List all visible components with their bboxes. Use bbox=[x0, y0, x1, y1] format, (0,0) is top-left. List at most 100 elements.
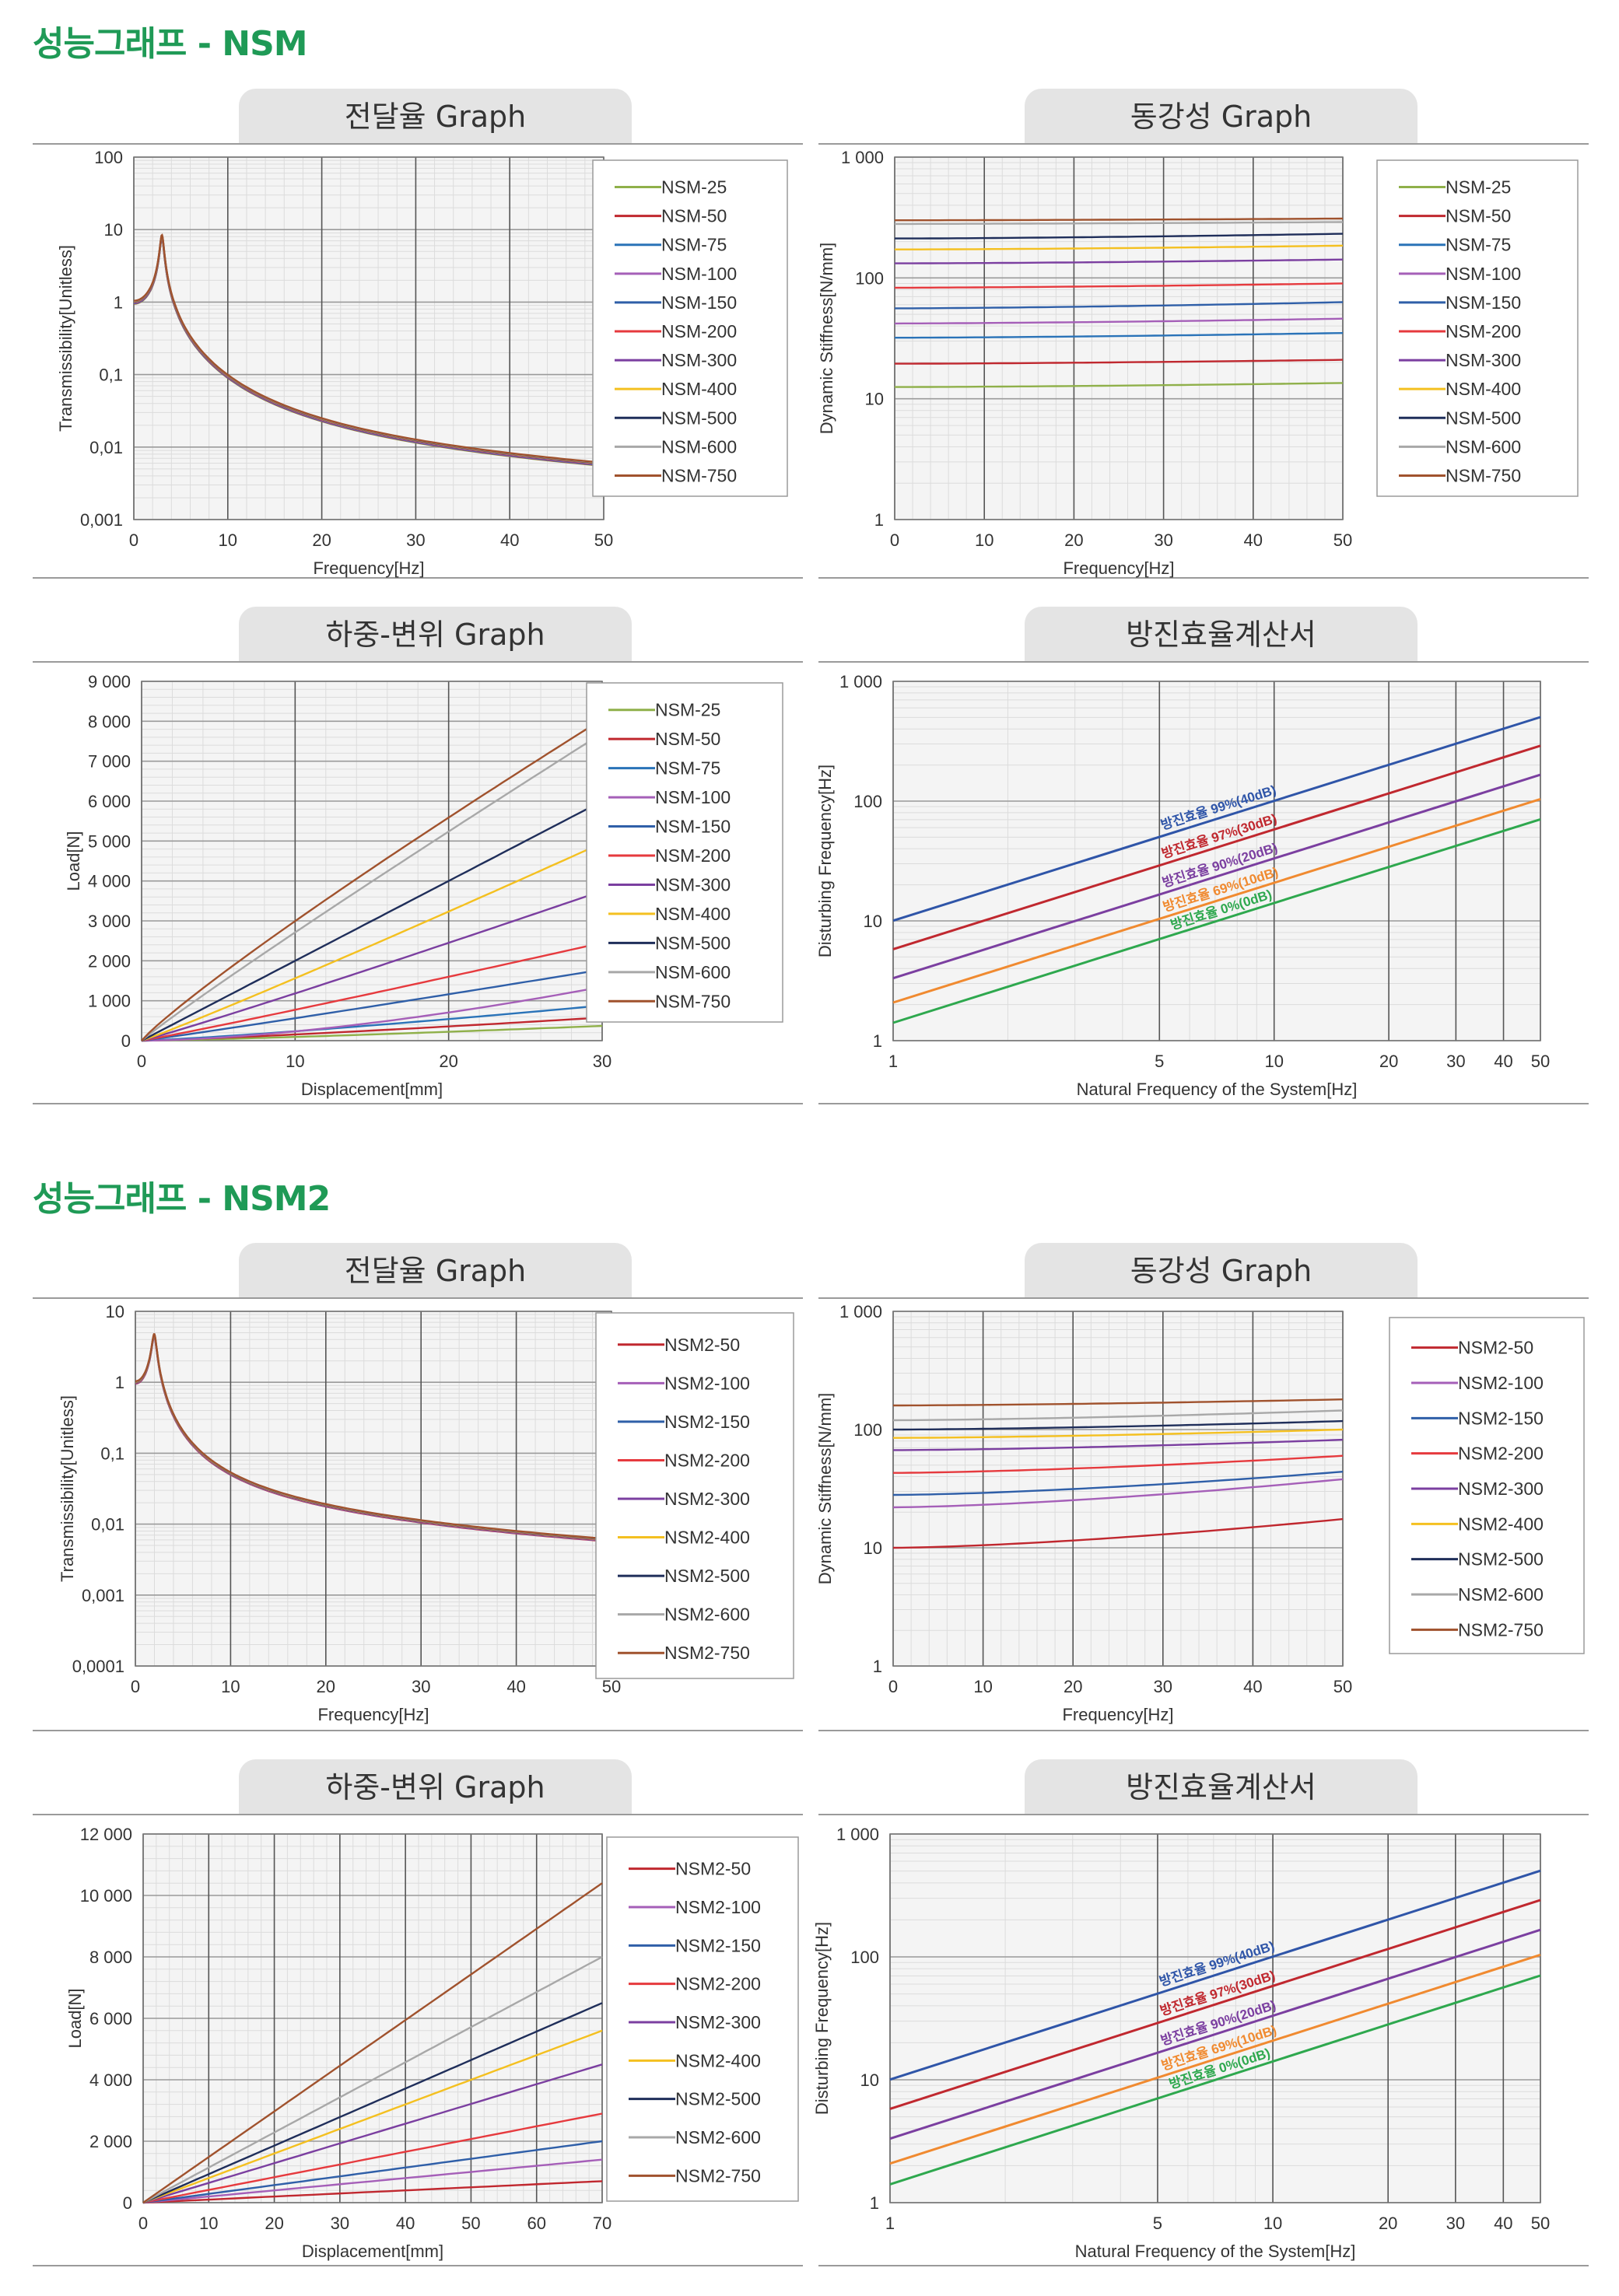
series-line-nsm-750 bbox=[141, 718, 603, 1041]
panel-nsm2-load-displacement: 하중-변위 Graph 0 2 000 4 000 6 000 8 000 10 000 1… bbox=[33, 1759, 803, 2296]
series-group bbox=[892, 1398, 1344, 1549]
y-tick-label: 10 bbox=[864, 1538, 882, 1558]
legend-entry: NSM2-300 bbox=[664, 1489, 750, 1509]
legend-entry: NSM2-50 bbox=[1458, 1338, 1533, 1358]
series-line-nsm-300 bbox=[895, 258, 1344, 264]
chart-nsm2-transmissibility: 0,0001 0,001 0,01 0,1 1 10 0 10 20 30 40 50 Frequenc… bbox=[58, 1302, 794, 1724]
divider-top bbox=[818, 661, 1589, 663]
y-tick-label: 1 000 bbox=[841, 148, 884, 167]
divider-bottom bbox=[818, 2265, 1589, 2266]
legend-entry: NSM-75 bbox=[1446, 235, 1511, 255]
y-tick-label: 0,001 bbox=[82, 1586, 124, 1605]
series-line-nsm-300 bbox=[141, 890, 603, 1042]
x-tick-label: 0 bbox=[890, 530, 899, 550]
legend-entry: NSM-500 bbox=[655, 933, 731, 953]
legend-entry: NSM-750 bbox=[655, 991, 731, 1011]
y-tick-label: 4 000 bbox=[88, 872, 131, 891]
series-line-nsm2-200 bbox=[893, 1454, 1344, 1474]
efficiency-line-eff30 bbox=[889, 1899, 1541, 2110]
series-line-nsm2-50 bbox=[142, 2180, 603, 2204]
series-line-nsm2-150 bbox=[892, 1471, 1344, 1496]
x-tick-label: 0 bbox=[131, 1677, 140, 1696]
divider-top bbox=[33, 1297, 803, 1299]
legend-entry: NSM-150 bbox=[1446, 292, 1521, 313]
y-tick-label: 100 bbox=[853, 792, 882, 811]
series-line-nsm-200 bbox=[141, 942, 603, 1042]
x-tick-label: 1 bbox=[888, 1052, 898, 1071]
divider-bottom bbox=[818, 1730, 1589, 1731]
x-tick-label: 30 bbox=[331, 2214, 349, 2233]
x-tick-label: 10 bbox=[1263, 2214, 1282, 2233]
y-tick-label: 12 000 bbox=[80, 1825, 132, 1844]
x-tick-label: 40 bbox=[1244, 530, 1263, 550]
y-axis-label: Dynamic Stiffness[N/mm] bbox=[815, 1393, 835, 1585]
x-tick-label: 30 bbox=[593, 1052, 612, 1071]
legend-entry: NSM-600 bbox=[661, 436, 737, 457]
divider-bottom bbox=[818, 1103, 1589, 1104]
y-axis-label: Disturbing Frequency[Hz] bbox=[812, 1922, 832, 2115]
chart-nsm-isolation-efficiency: 1 10 100 1 000 1 5 10 20 30 40 50 Natural Frequency… bbox=[815, 672, 1550, 1099]
x-tick-label: 30 bbox=[1446, 2214, 1465, 2233]
legend-entry: NSM-25 bbox=[1446, 177, 1511, 198]
divider-top bbox=[818, 1814, 1589, 1815]
legend-entry: NSM2-750 bbox=[664, 1643, 750, 1663]
legend-entry: NSM2-400 bbox=[664, 1528, 750, 1548]
efficiency-line-eff40 bbox=[892, 716, 1541, 922]
x-tick-label: 0 bbox=[137, 1052, 146, 1071]
legend-entry: NSM-75 bbox=[661, 235, 727, 255]
series-group bbox=[892, 716, 1541, 1024]
panel-tab: 동강성 Graph bbox=[1025, 89, 1418, 143]
divider-bottom bbox=[818, 577, 1589, 579]
y-tick-label: 0,1 bbox=[100, 1444, 124, 1463]
legend-entry: NSM-600 bbox=[655, 962, 731, 982]
chart-nsm-load-displacement: 0 1 000 2 000 3 000 4 000 5 000 6 000 7 000 8 00… bbox=[64, 672, 783, 1099]
series-line-nsm-200 bbox=[895, 282, 1344, 289]
panel-tab: 방진효율계산서 bbox=[1025, 1759, 1418, 1814]
series-line-nsm-100 bbox=[141, 985, 603, 1042]
legend-entry: NSM2-50 bbox=[664, 1335, 740, 1355]
legend-entry: NSM-75 bbox=[655, 758, 720, 779]
divider-bottom bbox=[33, 2265, 803, 2266]
panel-nsm-isolation-efficiency: 방진효율계산서 1 10 100 1 000 1 5 10 20 30 40 50 Natural F… bbox=[815, 607, 1589, 1143]
divider-bottom bbox=[33, 577, 803, 579]
series-line-nsm-50 bbox=[895, 359, 1344, 365]
legend-entry: NSM-200 bbox=[655, 845, 731, 866]
y-axis-label: Load[N] bbox=[65, 1988, 85, 2048]
x-tick-label: 20 bbox=[1064, 530, 1083, 550]
series-group bbox=[141, 718, 603, 1042]
y-tick-label: 10 bbox=[860, 2070, 879, 2090]
series-line-nsm2-400 bbox=[893, 1428, 1344, 1439]
x-tick-label: 50 bbox=[1531, 2214, 1550, 2233]
divider-top bbox=[33, 661, 803, 663]
panel-tab: 하중-변위 Graph bbox=[239, 607, 632, 661]
panel-tab: 동강성 Graph bbox=[1025, 1243, 1418, 1297]
y-tick-label: 1 bbox=[870, 2193, 879, 2213]
legend-entry: NSM2-400 bbox=[675, 2050, 761, 2070]
y-tick-label: 0 bbox=[123, 2193, 132, 2213]
x-axis-label: Displacement[mm] bbox=[301, 1080, 443, 1099]
x-tick-label: 10 bbox=[973, 1677, 992, 1696]
y-tick-label: 8 000 bbox=[88, 712, 131, 731]
legend-entry: NSM2-750 bbox=[1458, 1619, 1544, 1640]
x-axis-label: Natural Frequency of the System[Hz] bbox=[1075, 2242, 1356, 2261]
chart-nsm-dynamic-stiffness: 1 10 100 1 000 0 10 20 30 40 50 Frequency[Hz] Dynam… bbox=[817, 148, 1579, 578]
x-axis-label: Frequency[Hz] bbox=[1062, 1705, 1173, 1724]
efficiency-line-eff10 bbox=[889, 1953, 1541, 2165]
x-tick-label: 30 bbox=[1154, 530, 1172, 550]
y-tick-label: 9 000 bbox=[88, 672, 131, 691]
series-line-nsm2-100 bbox=[892, 1478, 1344, 1509]
legend-entry: NSM2-100 bbox=[1458, 1373, 1544, 1393]
legend-entry: NSM2-600 bbox=[664, 1605, 750, 1625]
y-tick-label: 1 000 bbox=[88, 992, 131, 1011]
x-tick-label: 10 bbox=[199, 2214, 218, 2233]
x-tick-label: 40 bbox=[1243, 1677, 1262, 1696]
legend-entry: NSM2-300 bbox=[675, 2012, 761, 2032]
y-tick-label: 100 bbox=[853, 1420, 882, 1440]
y-tick-label: 1 000 bbox=[836, 1825, 879, 1844]
y-tick-label: 1 000 bbox=[839, 672, 882, 691]
legend-entry: NSM-750 bbox=[661, 465, 737, 485]
y-tick-label: 2 000 bbox=[88, 951, 131, 971]
x-tick-label: 10 bbox=[1264, 1052, 1283, 1071]
legend-entry: NSM-500 bbox=[661, 408, 737, 428]
efficiency-line-eff20 bbox=[889, 1928, 1541, 2140]
